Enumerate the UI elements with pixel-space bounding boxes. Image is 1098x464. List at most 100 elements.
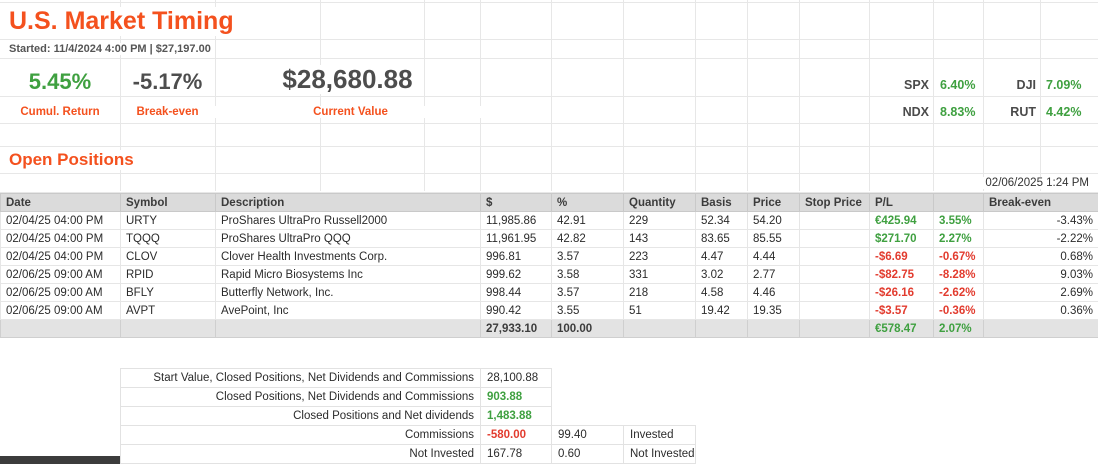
cell-pct[interactable]: 42.91 [551, 211, 624, 230]
totals-empty-price[interactable] [747, 319, 800, 338]
cell-symbol[interactable]: CLOV [120, 247, 216, 266]
totals-empty-date[interactable] [0, 319, 121, 338]
summary-note-cell[interactable] [624, 407, 696, 426]
cell-description[interactable]: Butterfly Network, Inc. [215, 283, 481, 302]
cell-break_even[interactable]: -3.43% [983, 211, 1098, 230]
cell-symbol[interactable]: URTY [120, 211, 216, 230]
totals-empty-stop-price[interactable] [799, 319, 870, 338]
cell-stop_price[interactable] [799, 247, 870, 266]
summary-label-cell[interactable]: Closed Positions, Net Dividends and Comm… [120, 387, 481, 407]
cell-pl_pct[interactable]: -2.62% [933, 283, 984, 302]
cell-dollars[interactable]: 999.62 [480, 265, 552, 284]
cell-dollars[interactable]: 996.81 [480, 247, 552, 266]
cell-quantity[interactable]: 229 [623, 211, 696, 230]
cell-break_even[interactable]: -2.22% [983, 229, 1098, 248]
cell-stop_price[interactable] [799, 301, 870, 320]
summary-pct-cell[interactable]: 0.60 [551, 444, 624, 464]
summary-note-cell[interactable]: Not Invested [623, 444, 696, 464]
current-value-cell[interactable]: $28,680.88 [215, 59, 480, 96]
cell-price[interactable]: 4.44 [747, 247, 800, 266]
summary-label-cell[interactable]: Closed Positions and Net dividends [120, 406, 481, 426]
summary-value-cell[interactable]: 903.88 [480, 387, 552, 407]
break-even-cell[interactable]: -5.17% [120, 59, 215, 96]
cell-symbol[interactable]: AVPT [120, 301, 216, 320]
cumul-return-cell[interactable]: 5.45% [0, 59, 120, 96]
cell-pct[interactable]: 42.82 [551, 229, 624, 248]
cell-pl[interactable]: €425.94 [869, 211, 934, 230]
cell-date[interactable]: 02/04/25 04:00 PM [0, 229, 121, 248]
cell-price[interactable]: 85.55 [747, 229, 800, 248]
cell-quantity[interactable]: 331 [623, 265, 696, 284]
summary-note-cell[interactable] [624, 388, 696, 407]
cell-quantity[interactable]: 143 [623, 229, 696, 248]
totals-empty-symbol[interactable] [120, 319, 216, 338]
cell-basis[interactable]: 19.42 [695, 301, 748, 320]
cell-break_even[interactable]: 9.03% [983, 265, 1098, 284]
cell-basis[interactable]: 3.02 [695, 265, 748, 284]
summary-label-cell[interactable]: Commissions [120, 425, 481, 445]
cell-symbol[interactable]: BFLY [120, 283, 216, 302]
totals-empty-description[interactable] [215, 319, 481, 338]
summary-note-cell[interactable] [624, 369, 696, 388]
totals-dollars[interactable]: 27,933.10 [480, 319, 552, 338]
summary-label-cell[interactable]: Not Invested [120, 444, 481, 464]
cell-quantity[interactable]: 51 [623, 301, 696, 320]
cell-date[interactable]: 02/06/25 09:00 AM [0, 301, 121, 320]
cell-break_even[interactable]: 0.68% [983, 247, 1098, 266]
cell-break_even[interactable]: 0.36% [983, 301, 1098, 320]
cell-dollars[interactable]: 11,985.86 [480, 211, 552, 230]
summary-label-cell[interactable]: Start Value, Closed Positions, Net Divid… [120, 368, 481, 388]
cell-pl[interactable]: $271.70 [869, 229, 934, 248]
cell-pl[interactable]: -$82.75 [869, 265, 934, 284]
cell-pl[interactable]: -$6.69 [869, 247, 934, 266]
totals-empty-quantity[interactable] [623, 319, 696, 338]
cell-description[interactable]: ProShares UltraPro QQQ [215, 229, 481, 248]
cell-date[interactable]: 02/06/25 09:00 AM [0, 283, 121, 302]
summary-value-cell[interactable]: 1,483.88 [480, 406, 552, 426]
cell-pl[interactable]: -$3.57 [869, 301, 934, 320]
cell-description[interactable]: Clover Health Investments Corp. [215, 247, 481, 266]
cell-basis[interactable]: 4.58 [695, 283, 748, 302]
cell-price[interactable]: 4.46 [747, 283, 800, 302]
totals-pl[interactable]: €578.47 [869, 319, 934, 338]
cell-stop_price[interactable] [799, 283, 870, 302]
summary-value-cell[interactable]: -580.00 [480, 425, 552, 445]
cell-price[interactable]: 54.20 [747, 211, 800, 230]
cell-pct[interactable]: 3.58 [551, 265, 624, 284]
totals-pct[interactable]: 100.00 [551, 319, 624, 338]
summary-pct-cell[interactable] [552, 407, 624, 426]
summary-pct-cell[interactable] [552, 369, 624, 388]
cell-date[interactable]: 02/04/25 04:00 PM [0, 211, 121, 230]
cell-pct[interactable]: 3.55 [551, 301, 624, 320]
cell-quantity[interactable]: 218 [623, 283, 696, 302]
cell-symbol[interactable]: TQQQ [120, 229, 216, 248]
cell-pct[interactable]: 3.57 [551, 247, 624, 266]
cell-dollars[interactable]: 11,961.95 [480, 229, 552, 248]
summary-note-cell[interactable]: Invested [623, 425, 696, 445]
totals-empty-basis[interactable] [695, 319, 748, 338]
cell-pl_pct[interactable]: -8.28% [933, 265, 984, 284]
cell-date[interactable]: 02/04/25 04:00 PM [0, 247, 121, 266]
cell-date[interactable]: 02/06/25 09:00 AM [0, 265, 121, 284]
cell-basis[interactable]: 4.47 [695, 247, 748, 266]
summary-value-cell[interactable]: 167.78 [480, 444, 552, 464]
cell-basis[interactable]: 83.65 [695, 229, 748, 248]
summary-pct-cell[interactable]: 99.40 [551, 425, 624, 445]
cell-pl_pct[interactable]: -0.67% [933, 247, 984, 266]
cell-description[interactable]: AvePoint, Inc [215, 301, 481, 320]
cell-dollars[interactable]: 990.42 [480, 301, 552, 320]
cell-stop_price[interactable] [799, 211, 870, 230]
totals-empty-break-even[interactable] [983, 319, 1098, 338]
cell-stop_price[interactable] [799, 229, 870, 248]
cell-pl_pct[interactable]: 3.55% [933, 211, 984, 230]
cell-basis[interactable]: 52.34 [695, 211, 748, 230]
cell-dollars[interactable]: 998.44 [480, 283, 552, 302]
cell-price[interactable]: 2.77 [747, 265, 800, 284]
cell-quantity[interactable]: 223 [623, 247, 696, 266]
cell-pl_pct[interactable]: 2.27% [933, 229, 984, 248]
cell-symbol[interactable]: RPID [120, 265, 216, 284]
cell-pct[interactable]: 3.57 [551, 283, 624, 302]
cell-break_even[interactable]: 2.69% [983, 283, 1098, 302]
cell-pl_pct[interactable]: -0.36% [933, 301, 984, 320]
cell-stop_price[interactable] [799, 265, 870, 284]
